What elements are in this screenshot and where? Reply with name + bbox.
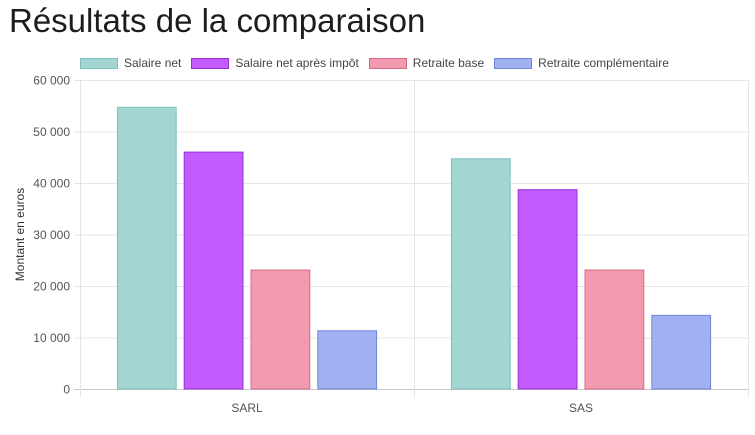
y-axis-label: Montant en euros — [13, 188, 27, 281]
page-title: Résultats de la comparaison — [9, 2, 426, 39]
bar — [450, 158, 511, 390]
legend-label: Retraite base — [412, 56, 485, 70]
x-tick-label: SARL — [231, 401, 263, 415]
legend-swatch — [80, 57, 118, 69]
legend-label: Salaire net — [124, 56, 182, 70]
legend-item-retraite-complementaire[interactable]: Retraite complémentaire — [494, 56, 669, 70]
y-tick-label: 10 000 — [33, 331, 70, 345]
bar — [517, 189, 578, 390]
bar — [584, 269, 645, 390]
legend-item-salaire-net[interactable]: Salaire net — [80, 56, 181, 70]
y-tick-label: 50 000 — [33, 125, 70, 139]
y-tick-label: 0 — [63, 383, 70, 397]
bar — [183, 151, 244, 390]
chart-legend: Salaire net Salaire net après impôt Retr… — [80, 56, 679, 70]
legend-label: Retraite complémentaire — [538, 56, 669, 70]
legend-item-retraite-base[interactable]: Retraite base — [368, 56, 485, 70]
bar — [250, 269, 311, 390]
y-tick-label: 20 000 — [33, 280, 70, 294]
legend-label: Salaire net après impôt — [235, 56, 359, 70]
legend-item-salaire-net-apres-impot[interactable]: Salaire net après impôt — [191, 56, 359, 70]
y-tick-label: 30 000 — [33, 228, 70, 242]
y-tick-label: 60 000 — [33, 74, 70, 88]
bar — [317, 330, 378, 390]
bar — [116, 106, 177, 390]
legend-swatch — [494, 57, 533, 69]
legend-swatch — [368, 57, 407, 69]
y-tick-label: 40 000 — [33, 177, 70, 191]
legend-swatch — [191, 57, 230, 69]
x-tick-label: SAS — [569, 401, 593, 415]
bar — [651, 314, 712, 390]
